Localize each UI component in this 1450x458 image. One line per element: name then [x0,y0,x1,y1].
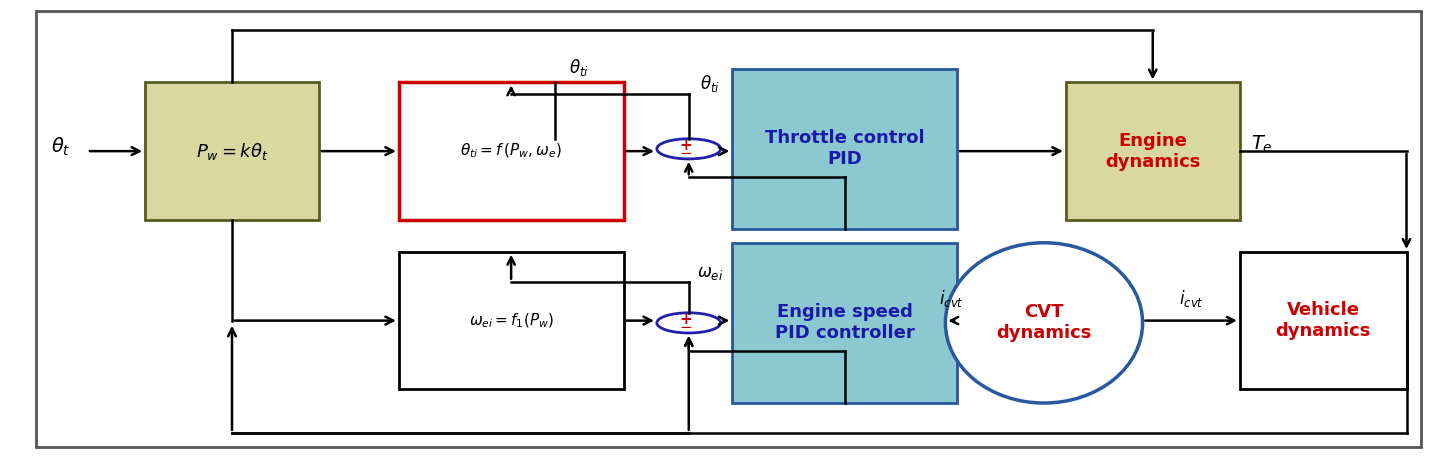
Text: $\omega_{ei}$: $\omega_{ei}$ [697,264,724,282]
Text: $i_{cvt}$: $i_{cvt}$ [938,288,964,309]
Text: $\theta_{ti}=f\,(P_w,\omega_e)$: $\theta_{ti}=f\,(P_w,\omega_e)$ [460,142,563,160]
Circle shape [657,139,721,159]
Text: CVT
dynamics: CVT dynamics [996,304,1092,342]
Text: Throttle control
PID: Throttle control PID [764,130,925,168]
Text: $i_{cvt}$: $i_{cvt}$ [1179,288,1204,309]
Bar [1240,252,1406,389]
Bar [399,252,624,389]
Text: +: + [680,138,692,153]
Text: $\omega_{ei}=f_1(P_w)$: $\omega_{ei}=f_1(P_w)$ [468,311,554,330]
Circle shape [657,313,721,333]
Bar [145,82,319,220]
Text: $-$: $-$ [679,318,693,333]
Bar [732,243,957,403]
Bar [1066,82,1240,220]
Text: +: + [680,312,692,327]
Text: $\theta_{ti}$: $\theta_{ti}$ [700,73,721,94]
Text: $P_w=k\theta_t$: $P_w=k\theta_t$ [196,141,268,162]
Text: $-$: $-$ [679,144,693,159]
Text: Vehicle
dynamics: Vehicle dynamics [1276,301,1370,340]
Text: $\theta_{ti}$: $\theta_{ti}$ [570,57,589,78]
Text: $T_e$: $T_e$ [1251,134,1273,155]
Text: $\theta_t$: $\theta_t$ [51,136,71,158]
Ellipse shape [945,243,1143,403]
Bar [732,69,957,229]
Text: Engine speed
PID controller: Engine speed PID controller [774,304,915,342]
Bar [399,82,624,220]
Text: Engine
dynamics: Engine dynamics [1105,132,1201,170]
